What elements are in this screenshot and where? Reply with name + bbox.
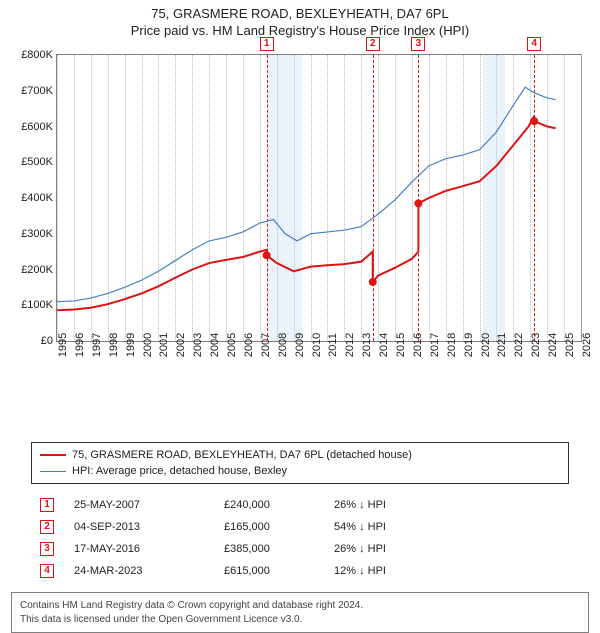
event-marker-4: 4 — [527, 37, 541, 51]
event-delta: 12% ↓ HPI — [334, 565, 454, 577]
data-point-marker — [263, 251, 271, 259]
event-date: 24-MAR-2023 — [74, 565, 224, 577]
series-line — [57, 87, 556, 301]
chart: 1995199619971998199920002001200220032004… — [10, 46, 590, 386]
chart-title-address: 75, GRASMERE ROAD, BEXLEYHEATH, DA7 6PL — [0, 6, 600, 21]
event-price: £165,000 — [224, 521, 334, 533]
footer-line1: Contains HM Land Registry data © Crown c… — [20, 599, 580, 613]
plot-area: 1995199619971998199920002001200220032004… — [56, 54, 582, 342]
footer-attribution: Contains HM Land Registry data © Crown c… — [11, 592, 589, 633]
legend-swatch — [40, 454, 66, 456]
legend-label: 75, GRASMERE ROAD, BEXLEYHEATH, DA7 6PL … — [72, 449, 412, 461]
ytick-label: £300K — [21, 228, 53, 240]
event-date: 17-MAY-2016 — [74, 543, 224, 555]
legend-item: HPI: Average price, detached house, Bexl… — [40, 463, 560, 479]
ytick-label: £600K — [21, 121, 53, 133]
ytick-label: £200K — [21, 264, 53, 276]
event-row: 3 17-MAY-2016£385,00026% ↓ HPI — [40, 538, 560, 560]
ytick-label: £800K — [21, 49, 53, 61]
legend: 75, GRASMERE ROAD, BEXLEYHEATH, DA7 6PL … — [31, 442, 569, 484]
event-date: 25-MAY-2007 — [74, 499, 224, 511]
data-point-marker — [530, 117, 538, 125]
gridline-v — [581, 55, 582, 341]
event-delta: 26% ↓ HPI — [334, 543, 454, 555]
ytick-label: £500K — [21, 156, 53, 168]
legend-swatch — [40, 471, 66, 472]
ytick-label: £0 — [41, 335, 53, 347]
event-number-box: 4 — [40, 564, 54, 578]
event-delta: 26% ↓ HPI — [334, 499, 454, 511]
footer-line2: This data is licensed under the Open Gov… — [20, 613, 580, 627]
event-delta: 54% ↓ HPI — [334, 521, 454, 533]
event-date: 04-SEP-2013 — [74, 521, 224, 533]
event-marker-1: 1 — [260, 37, 274, 51]
event-price: £615,000 — [224, 565, 334, 577]
data-point-marker — [414, 199, 422, 207]
ytick-label: £400K — [21, 192, 53, 204]
series-line — [57, 116, 556, 310]
event-row: 1 25-MAY-2007£240,00026% ↓ HPI — [40, 494, 560, 516]
event-number-box: 1 — [40, 498, 54, 512]
series-svg — [57, 55, 581, 341]
event-number-box: 3 — [40, 542, 54, 556]
legend-label: HPI: Average price, detached house, Bexl… — [72, 465, 287, 477]
ytick-label: £100K — [21, 299, 53, 311]
event-number-box: 2 — [40, 520, 54, 534]
data-point-marker — [369, 278, 377, 286]
events-table: 125-MAY-2007£240,00026% ↓ HPI204-SEP-201… — [40, 494, 560, 582]
event-row: 4 24-MAR-2023£615,00012% ↓ HPI — [40, 560, 560, 582]
xtick-label: 2026 — [581, 333, 593, 357]
legend-item: 75, GRASMERE ROAD, BEXLEYHEATH, DA7 6PL … — [40, 447, 560, 463]
event-row: 2 04-SEP-2013£165,00054% ↓ HPI — [40, 516, 560, 538]
event-marker-3: 3 — [411, 37, 425, 51]
event-price: £240,000 — [224, 499, 334, 511]
event-price: £385,000 — [224, 543, 334, 555]
ytick-label: £700K — [21, 85, 53, 97]
event-marker-2: 2 — [366, 37, 380, 51]
chart-title-subtitle: Price paid vs. HM Land Registry's House … — [0, 23, 600, 38]
